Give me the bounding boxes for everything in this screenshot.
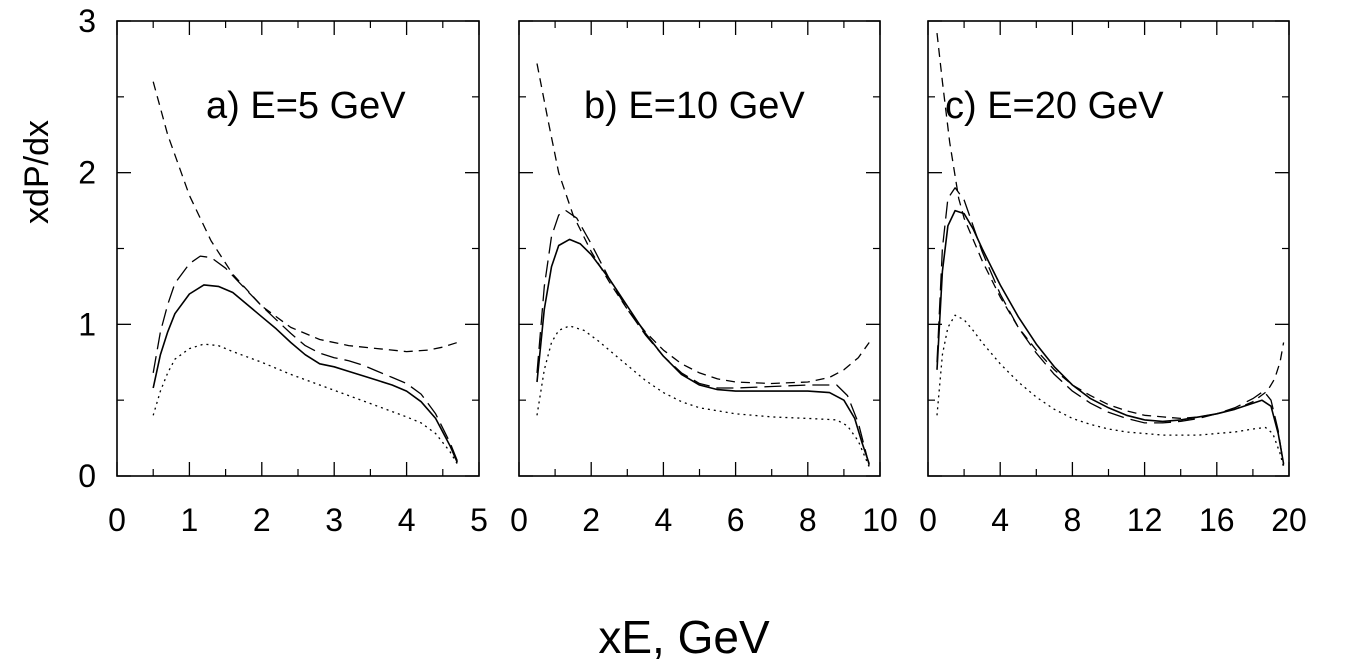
x-axis-label: xE, GeV — [598, 611, 770, 663]
series-long-dash — [536, 209, 870, 466]
series-solid — [936, 209, 1285, 465]
x-tick-label: 4 — [398, 502, 416, 538]
x-tick-label: 6 — [727, 502, 745, 538]
chart-panel-1: 0 1 2 3 4 5 0 1 2 3 a) E=5 GeV — [78, 3, 488, 538]
x-tick-label: 2 — [253, 502, 271, 538]
panel-title: c) E=20 GeV — [945, 85, 1164, 127]
x-tick-label: 12 — [1127, 502, 1163, 538]
chart-panel-2: 0 2 4 6 8 10 b) E=10 GeV — [510, 20, 898, 538]
x-tick-label: 1 — [181, 502, 199, 538]
series-short-dash — [152, 81, 458, 353]
series-solid — [152, 284, 459, 463]
panel-title: a) E=5 GeV — [206, 85, 406, 127]
series-dotted — [936, 314, 1285, 468]
x-tick-label: 8 — [1064, 502, 1082, 538]
x-tick-label: 2 — [582, 502, 600, 538]
y-tick-label: 1 — [78, 306, 96, 342]
x-tick-label: 4 — [991, 502, 1009, 538]
x-tick-label: 5 — [470, 502, 488, 538]
series-dotted — [152, 343, 458, 465]
series-solid — [536, 238, 870, 465]
series-long-dash — [152, 255, 458, 462]
series-short-dash — [936, 33, 1285, 420]
x-tick-label: 0 — [919, 502, 937, 538]
y-axis-label: xdP/dx — [18, 120, 56, 224]
chart-panel-3: 0 4 8 12 16 20 c) E=20 GeV — [919, 20, 1307, 538]
x-tick-label: 4 — [655, 502, 673, 538]
panel-title: b) E=10 GeV — [584, 85, 805, 127]
series-long-dash — [936, 187, 1285, 466]
y-tick-label: 0 — [78, 458, 96, 494]
x-tick-label: 20 — [1271, 502, 1307, 538]
y-tick-label: 2 — [78, 155, 96, 191]
x-tick-label: 10 — [862, 502, 898, 538]
y-tick-label: 3 — [78, 3, 96, 39]
x-tick-label: 3 — [325, 502, 343, 538]
x-tick-label: 0 — [108, 502, 126, 538]
series-short-dash — [536, 63, 870, 385]
series-dotted — [536, 325, 870, 468]
x-tick-label: 0 — [510, 502, 528, 538]
x-tick-label: 16 — [1199, 502, 1235, 538]
x-tick-label: 8 — [799, 502, 817, 538]
